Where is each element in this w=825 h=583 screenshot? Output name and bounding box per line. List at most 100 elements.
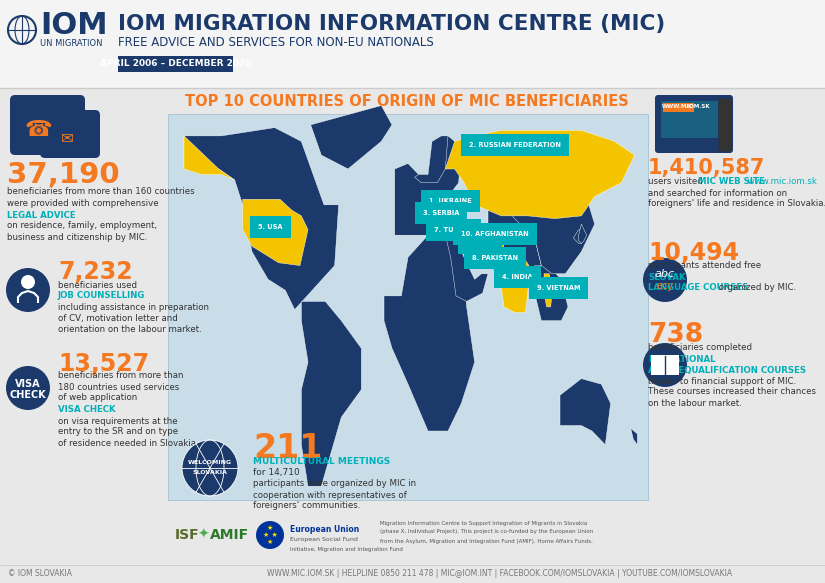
Text: 1,410,587: 1,410,587 [648, 158, 766, 178]
Polygon shape [544, 274, 552, 307]
Polygon shape [301, 301, 361, 486]
Text: 7. TURKEY: 7. TURKEY [434, 227, 473, 233]
Text: UN MIGRATION: UN MIGRATION [40, 40, 102, 48]
Text: foreigners' life and residence in Slovakia.: foreigners' life and residence in Slovak… [648, 199, 825, 209]
Text: ✦: ✦ [197, 528, 209, 542]
Text: 10. AFGHANISTAN: 10. AFGHANISTAN [461, 231, 529, 237]
Text: .IOM.SK: .IOM.SK [686, 104, 710, 110]
Text: LANGUAGE COURSES: LANGUAGE COURSES [648, 283, 748, 293]
FancyBboxPatch shape [655, 95, 733, 153]
Text: entry to the SR and on type: entry to the SR and on type [58, 427, 178, 437]
Text: including assistance in preparation: including assistance in preparation [58, 303, 209, 311]
Text: WWW.MIC: WWW.MIC [662, 104, 694, 110]
Text: 10,494: 10,494 [648, 241, 739, 265]
Text: abc: abc [655, 269, 675, 279]
Polygon shape [433, 208, 439, 219]
Circle shape [182, 440, 238, 496]
Text: These courses increased their chances: These courses increased their chances [648, 388, 816, 396]
Text: FREE ADVICE AND SERVICES FOR NON-EU NATIONALS: FREE ADVICE AND SERVICES FOR NON-EU NATI… [118, 37, 434, 50]
Text: organized by MIC.: organized by MIC. [716, 283, 796, 293]
FancyBboxPatch shape [10, 95, 85, 155]
Text: were provided with comprehensive: were provided with comprehensive [7, 199, 162, 209]
Circle shape [6, 366, 50, 410]
Text: participants were organized by MIC in: participants were organized by MIC in [253, 479, 416, 489]
Polygon shape [535, 265, 568, 321]
Text: foreigners' communities.: foreigners' communities. [253, 501, 361, 511]
Circle shape [21, 275, 35, 289]
Text: 37,190: 37,190 [7, 161, 120, 189]
Text: 211: 211 [253, 431, 323, 465]
Text: © IOM SLOVAKIA: © IOM SLOVAKIA [8, 570, 72, 578]
Text: AND REQUALIFICATION COURSES: AND REQUALIFICATION COURSES [648, 366, 806, 374]
Polygon shape [443, 219, 467, 238]
Polygon shape [437, 191, 461, 213]
Text: business and citizenship by MIC.: business and citizenship by MIC. [7, 233, 148, 241]
Text: 180 countries used services: 180 countries used services [58, 382, 179, 392]
FancyBboxPatch shape [168, 114, 648, 500]
Text: Migration Information Centre to Support Integration of Migrants in Slovakia: Migration Information Centre to Support … [380, 521, 587, 525]
Text: APRIL 2006 – DECEMBER 2020: APRIL 2006 – DECEMBER 2020 [101, 59, 252, 68]
Text: WWW.MIC.IOM.SK | HELPLINE 0850 211 478 | MIC@IOM.INT | FACEBOOK.COM/IOMSLOVAKIA : WWW.MIC.IOM.SK | HELPLINE 0850 211 478 |… [267, 570, 733, 578]
FancyBboxPatch shape [40, 110, 100, 158]
Text: ecy: ecy [657, 281, 673, 291]
Text: WELCOMING: WELCOMING [188, 459, 232, 465]
FancyBboxPatch shape [0, 0, 825, 88]
Polygon shape [184, 128, 339, 310]
Polygon shape [630, 429, 638, 445]
Text: European Union: European Union [290, 525, 359, 535]
Text: 4. INDIA: 4. INDIA [502, 273, 533, 280]
FancyBboxPatch shape [118, 56, 233, 72]
Polygon shape [394, 136, 461, 235]
Text: on the labour market.: on the labour market. [648, 399, 742, 408]
Text: of web application: of web application [58, 394, 137, 402]
Text: participants attended free: participants attended free [648, 262, 761, 271]
Text: 5. USA: 5. USA [258, 224, 283, 230]
Text: MIC WEB SITE: MIC WEB SITE [698, 177, 765, 187]
FancyBboxPatch shape [651, 355, 679, 375]
Text: 9. VIETNAM: 9. VIETNAM [537, 285, 581, 290]
Text: IOM: IOM [40, 12, 107, 40]
Polygon shape [498, 257, 530, 312]
Text: MULTICULTURAL MEETINGS: MULTICULTURAL MEETINGS [253, 458, 390, 466]
Text: (phase X, Individual Project). This project is co-funded by the European Union: (phase X, Individual Project). This proj… [380, 529, 593, 535]
Text: ✉: ✉ [60, 131, 73, 146]
Polygon shape [488, 230, 504, 268]
Polygon shape [311, 106, 392, 169]
Text: and searched for information on: and searched for information on [648, 188, 787, 198]
Text: VISA CHECK: VISA CHECK [58, 406, 116, 415]
Text: 738: 738 [648, 322, 703, 348]
Text: orientation on the labour market.: orientation on the labour market. [58, 325, 202, 333]
Text: LEGAL ADVICE: LEGAL ADVICE [7, 210, 76, 220]
Text: www.mic.iom.sk: www.mic.iom.sk [745, 177, 817, 187]
Circle shape [6, 268, 50, 312]
Text: EDUCATIONAL: EDUCATIONAL [648, 354, 715, 363]
Text: TOP 10 COUNTRIES OF ORIGIN OF MIC BENEFICIARIES: TOP 10 COUNTRIES OF ORIGIN OF MIC BENEFI… [185, 94, 629, 110]
Text: 8. PAKISTAN: 8. PAKISTAN [472, 255, 518, 262]
Polygon shape [384, 235, 474, 431]
FancyBboxPatch shape [719, 99, 732, 152]
Text: for 14,710: for 14,710 [253, 469, 299, 477]
Text: 7,232: 7,232 [58, 260, 133, 284]
Polygon shape [508, 188, 595, 274]
Text: CHECK: CHECK [10, 390, 46, 400]
Text: JOB COUNSELLING: JOB COUNSELLING [58, 292, 145, 300]
FancyBboxPatch shape [661, 101, 718, 138]
Circle shape [643, 343, 687, 387]
Text: 2. RUSSIAN FEDERATION: 2. RUSSIAN FEDERATION [469, 142, 561, 147]
Polygon shape [578, 224, 587, 244]
Text: ★
★ ★
★: ★ ★ ★ ★ [262, 525, 277, 545]
Text: 13,527: 13,527 [58, 352, 149, 376]
Text: Initiative, Migration and Integration Fund: Initiative, Migration and Integration Fu… [290, 547, 403, 553]
Polygon shape [415, 136, 448, 182]
Text: from the Asylum, Migration and Integration Fund (AMIF). Home Affairs Funds.: from the Asylum, Migration and Integrati… [380, 539, 593, 543]
Text: SLOVAKIA: SLOVAKIA [192, 469, 228, 475]
Text: on residence, family, employment,: on residence, family, employment, [7, 222, 157, 230]
Polygon shape [184, 136, 234, 180]
Polygon shape [560, 378, 610, 445]
Text: of CV, motivation letter and: of CV, motivation letter and [58, 314, 177, 322]
Text: users visited: users visited [648, 177, 705, 187]
Text: beneficiaries from more than 160 countries: beneficiaries from more than 160 countri… [7, 188, 195, 196]
Text: SLOVAK: SLOVAK [648, 272, 686, 282]
Text: VISA: VISA [15, 379, 40, 389]
Text: beneficiaries from more than: beneficiaries from more than [58, 371, 183, 381]
